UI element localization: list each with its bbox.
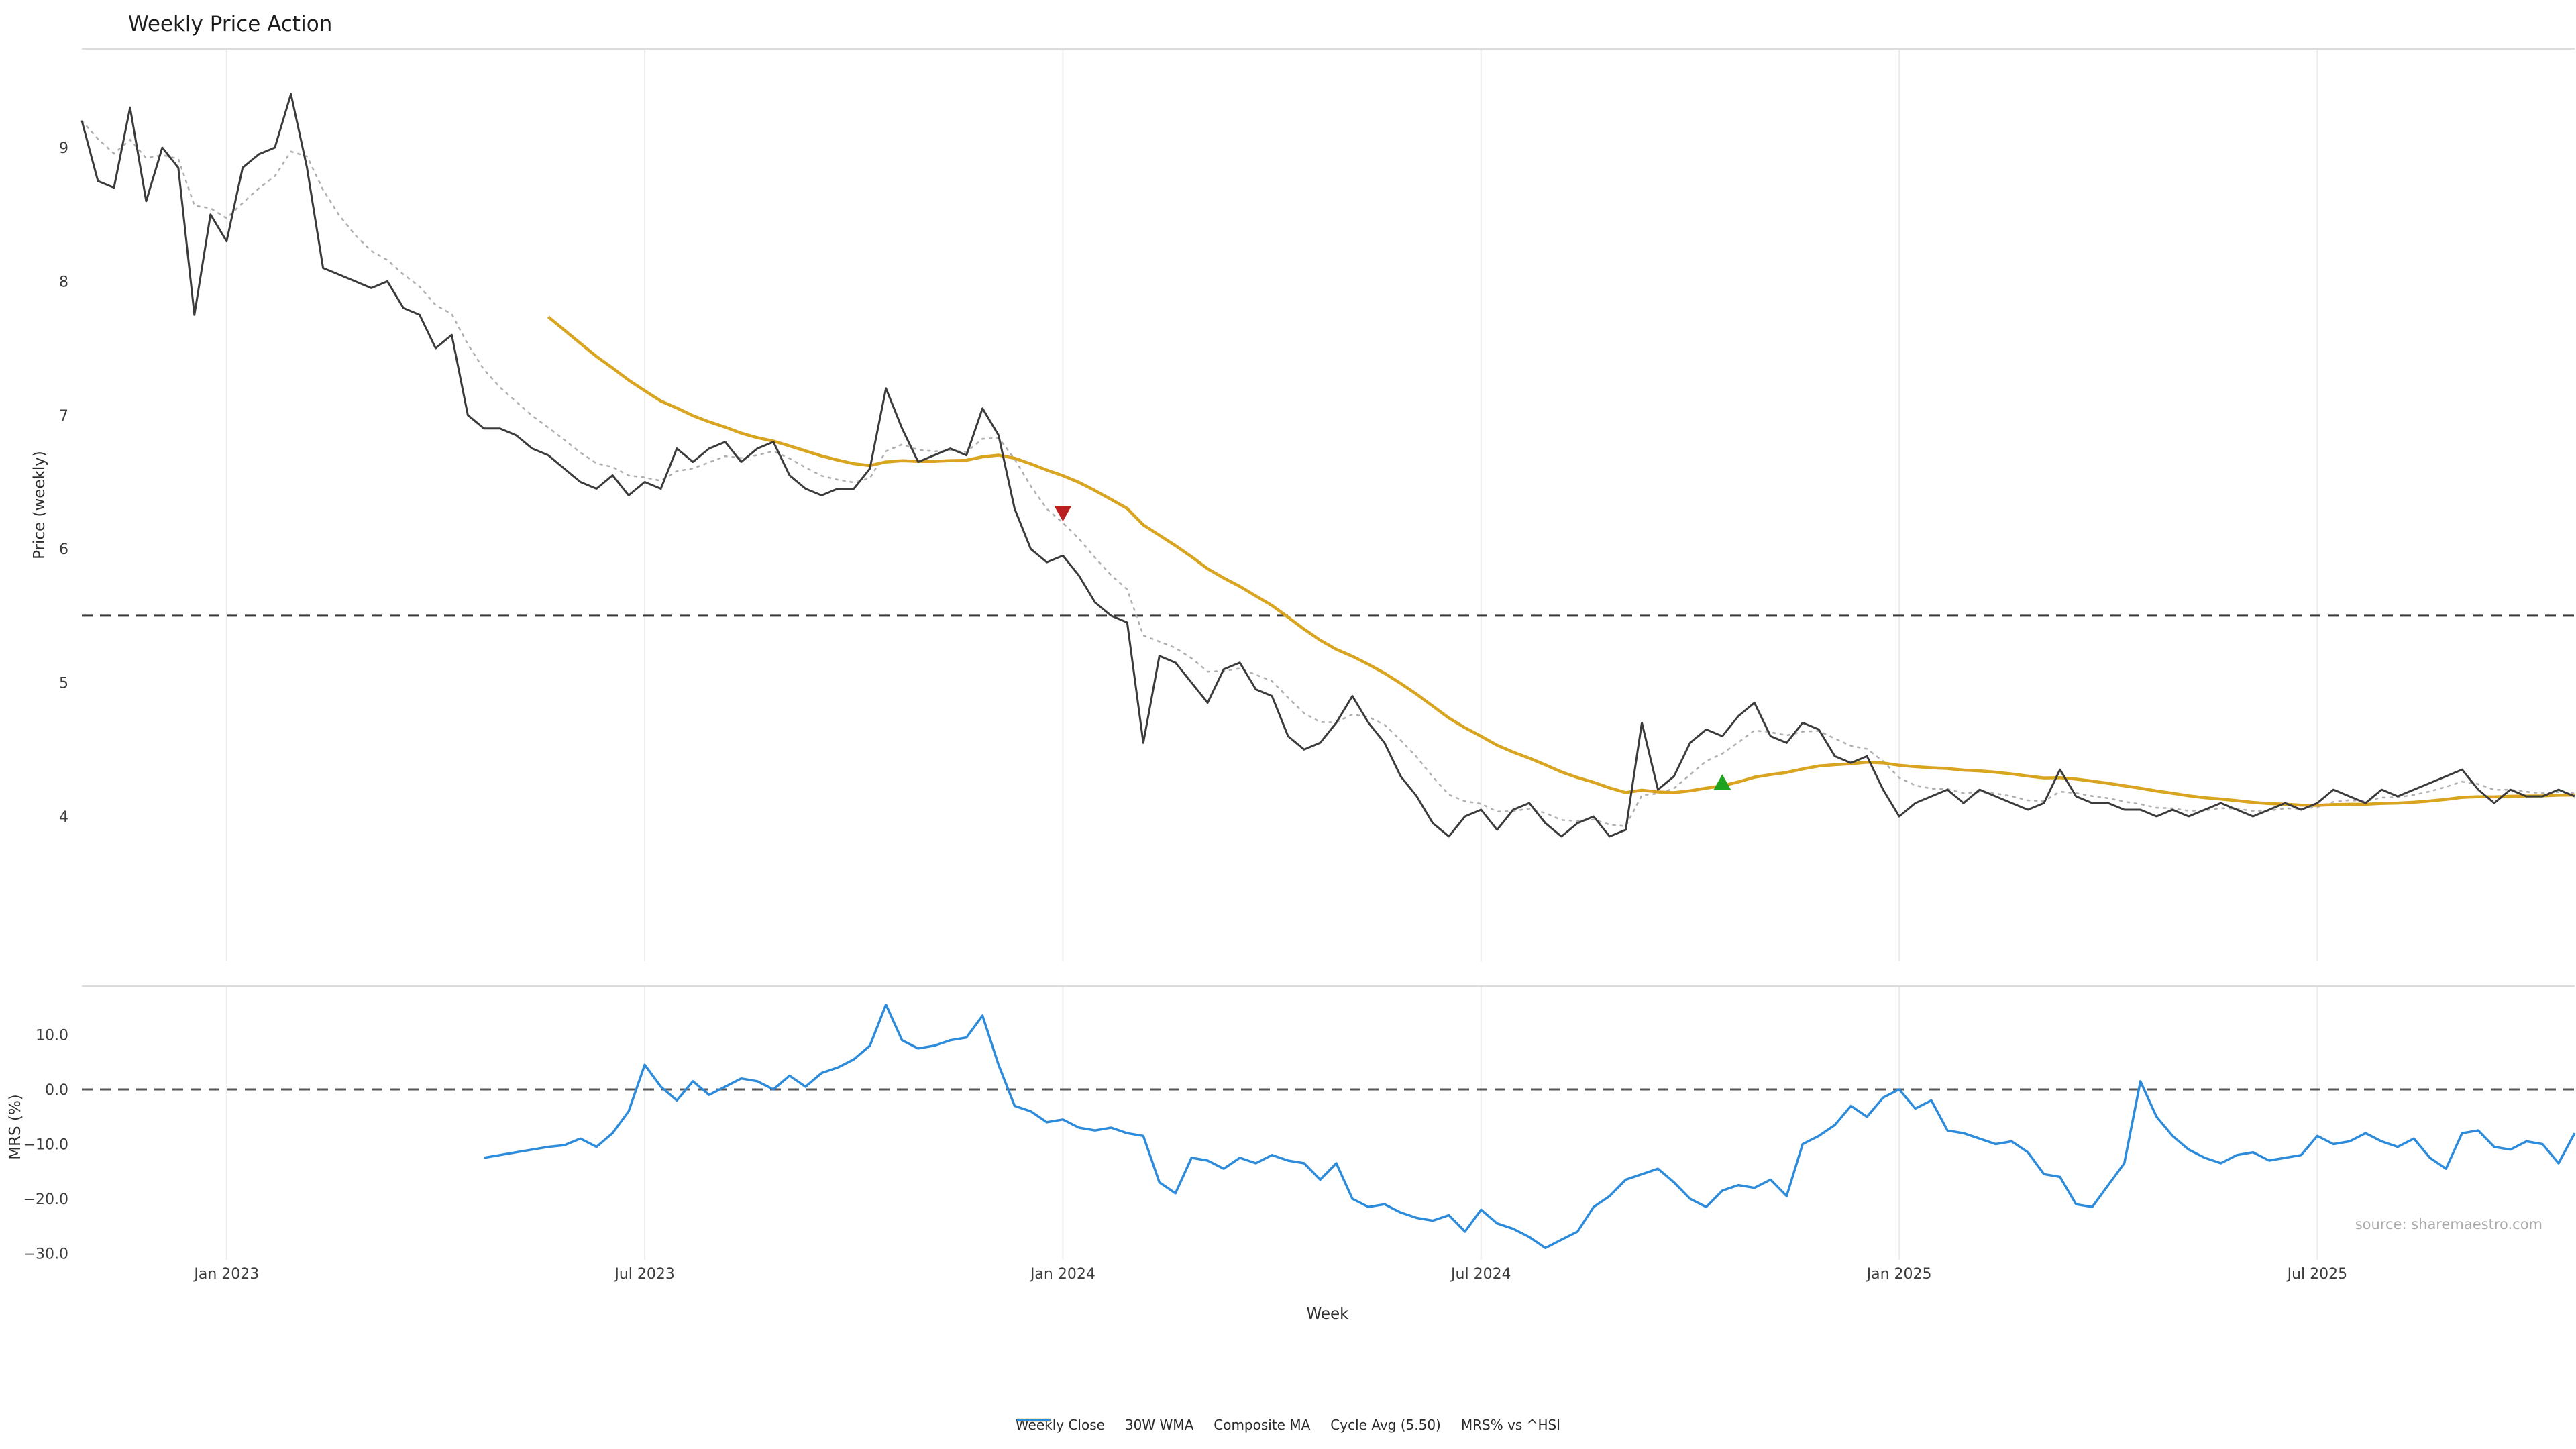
composite-ma-line (80, 119, 2576, 827)
mrs-tick-label: −30.0 (23, 1246, 68, 1263)
price-tick-label: 8 (59, 274, 68, 290)
axis-ticks: Jan 2023 Jul 2023 Jan 2024 Jul 2024 Jan 2025… (23, 140, 2348, 1283)
x-tick-label: Jul 2025 (2286, 1266, 2348, 1283)
chart-title: Weekly Price Action (128, 12, 332, 36)
mrs-tick-label: 0.0 (45, 1082, 68, 1099)
x-tick-label: Jul 2023 (613, 1266, 675, 1283)
legend-item: 30W WMA (1016, 1417, 1194, 1433)
buy-signal-marker (1713, 774, 1731, 790)
x-tick-label: Jan 2023 (193, 1266, 259, 1283)
price-tick-label: 9 (59, 140, 68, 157)
mrs-tick-label: 10.0 (36, 1028, 68, 1044)
mrs-tick-label: −20.0 (23, 1191, 68, 1208)
legend: Weekly Close 30W WMA Composite MA Cycle Avg… (1016, 1417, 1560, 1433)
legend-label: Composite MA (1214, 1417, 1311, 1433)
wma-line (547, 315, 2575, 807)
legend-item: Composite MA (1016, 1417, 1311, 1433)
gridlines (82, 48, 2575, 1260)
x-tick-label: Jul 2024 (1450, 1266, 1511, 1283)
x-axis-label: Week (1306, 1305, 1349, 1323)
mrs-line (484, 1003, 2576, 1250)
legend-item: MRS% vs ^HSI (1016, 1417, 1561, 1433)
legend-line-sample (1016, 1419, 1051, 1421)
weekly-close-line (80, 93, 2575, 838)
signal-markers (1054, 505, 1731, 790)
legend-label: Cycle Avg (5.50) (1330, 1417, 1441, 1433)
legend-label: 30W WMA (1124, 1417, 1194, 1433)
mrs-tick-label: −10.0 (23, 1137, 68, 1154)
mrs-axis-label: MRS (%) (7, 1094, 24, 1160)
price-tick-label: 4 (59, 809, 68, 826)
legend-item: Cycle Avg (5.50) (1016, 1417, 1441, 1433)
price-tick-label: 7 (59, 408, 68, 425)
legend-label: MRS% vs ^HSI (1460, 1417, 1561, 1433)
price-tick-label: 5 (59, 676, 68, 692)
x-tick-label: Jan 2024 (1029, 1266, 1095, 1283)
x-tick-label: Jan 2025 (1866, 1266, 1932, 1283)
price-tick-label: 6 (59, 541, 68, 558)
source-watermark: source: sharemaestro.com (2355, 1216, 2542, 1232)
sell-signal-marker (1054, 505, 1072, 522)
price-axis-label: Price (weekly) (31, 451, 48, 559)
series-lines (80, 93, 2576, 1250)
